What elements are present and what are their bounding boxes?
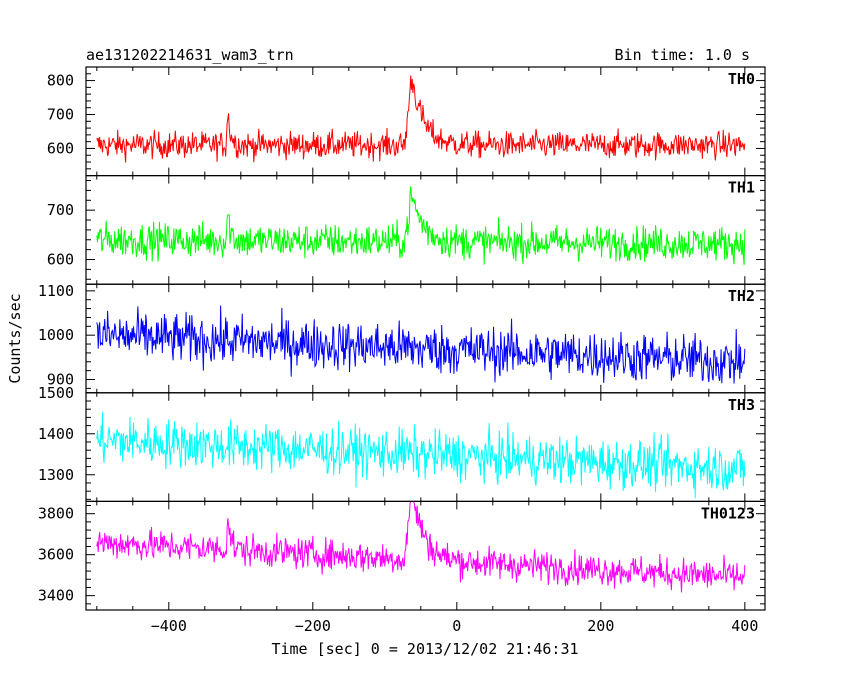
y-tick-label: 1000 <box>38 326 74 344</box>
panel-label-th1: TH1 <box>728 179 755 197</box>
x-axis-title-text: Time [sec] 0 = 2013/12/02 21:46:31 <box>271 640 579 658</box>
y-tick-label: 600 <box>47 139 74 157</box>
series-line-th0123 <box>96 500 746 593</box>
y-tick-label: 1400 <box>38 425 74 443</box>
x-axis-title: Time [sec] 0 = 2013/12/02 21:46:31 <box>0 640 850 658</box>
y-tick-label: 1300 <box>38 466 74 484</box>
panel-label-th3: TH3 <box>728 396 755 414</box>
y-tick-label: 600 <box>47 251 74 269</box>
x-tick-label: 400 <box>731 617 758 635</box>
plot-title: ae131202214631_wam3_trn <box>86 46 294 64</box>
y-tick-label: 3800 <box>38 505 74 523</box>
series-line-th3 <box>96 412 746 499</box>
x-tick-label: 200 <box>587 617 614 635</box>
y-tick-label: 1500 <box>38 384 74 402</box>
panel-frame-th2 <box>85 283 766 394</box>
x-tick-label: 0 <box>452 617 461 635</box>
y-axis-title: Counts/sec <box>6 293 24 383</box>
y-tick-label: 900 <box>47 371 74 389</box>
y-tick-label: 1100 <box>38 282 74 300</box>
x-tick-label: −400 <box>151 617 187 635</box>
panel-label-th2: TH2 <box>728 287 755 305</box>
y-tick-label: 3600 <box>38 546 74 564</box>
panel-label-th0: TH0 <box>728 70 755 88</box>
y-tick-label: 700 <box>47 201 74 219</box>
y-tick-label: 800 <box>47 72 74 90</box>
bin-time-label: Bin time: 1.0 s <box>614 46 750 64</box>
panel-frame-th0123 <box>85 500 766 611</box>
x-tick-label: −200 <box>295 617 331 635</box>
series-line-th1 <box>96 186 746 265</box>
y-tick-label: 3400 <box>38 587 74 605</box>
series-line-th0 <box>96 75 746 163</box>
panel-label-th0123: TH0123 <box>701 504 755 522</box>
panel-frame-th0 <box>85 66 766 177</box>
series-line-th2 <box>96 305 746 384</box>
y-tick-label: 700 <box>47 106 74 124</box>
